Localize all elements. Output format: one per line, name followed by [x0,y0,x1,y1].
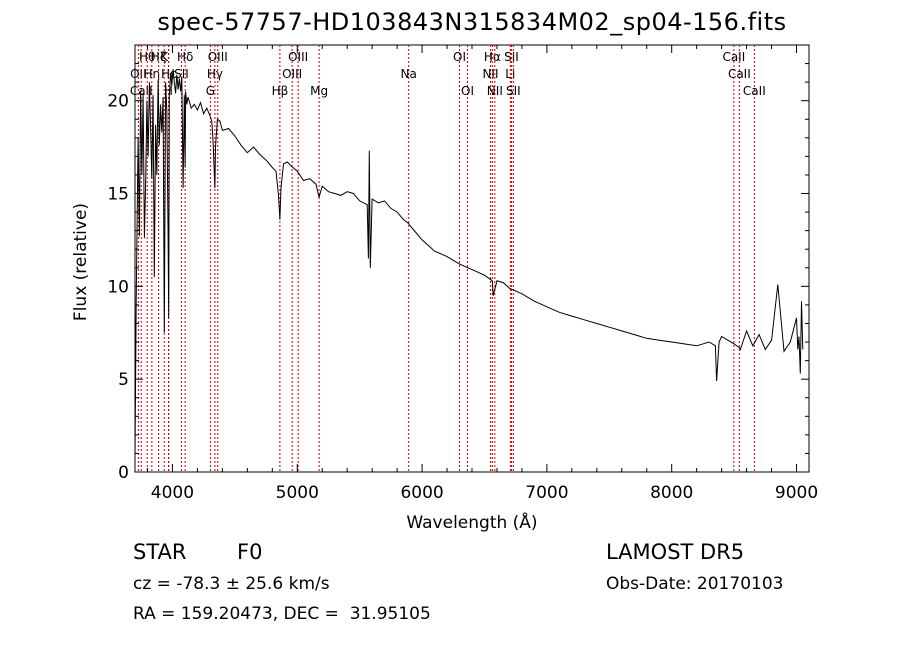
coordinates: RA = 159.20473, DEC = 31.95105 [133,604,431,624]
line-marker-label: CaII [728,67,751,81]
survey-name: LAMOST DR5 [606,540,745,564]
redshift-readout: cz = -78.3 ± 25.6 km/s [133,574,330,594]
object-class: STAR [133,540,187,564]
line-marker-label: Hζ [151,50,167,64]
x-tick-label: 5000 [276,483,319,503]
line-marker-label: CaII [722,50,745,64]
line-marker-label: Hη [144,67,161,81]
line-marker-label: OII [130,67,147,81]
line-marker-label: OIII [288,50,308,64]
obs-date: Obs-Date: 20170103 [606,574,784,594]
x-axis-title: Wavelength (Å) [406,511,537,533]
line-marker-label: NII [482,67,498,81]
y-tick-label: 0 [118,463,129,483]
line-marker-label: SII [506,84,521,98]
plot-frame [134,44,810,473]
y-tick-label: 5 [118,370,129,390]
spectral-line-markers: OIICaIIHθHηHζKHHεSIIHδGHγOIIIHβOIIIOIIIM… [130,45,766,472]
line-marker-label: NII [487,84,503,98]
axis-ticks: 4000 5000 6000 7000 8000 9000 0 5 10 15 20 [107,45,818,503]
line-marker-label: OI [453,50,466,64]
line-marker-label: Mg [310,84,328,98]
line-marker-label: K [160,50,169,64]
line-marker-label: OI [461,84,474,98]
x-tick-label: 7000 [525,483,568,503]
x-tick-label: 9000 [775,483,818,503]
x-tick-label: 4000 [151,483,194,503]
line-marker-label: Hδ [177,50,193,64]
line-marker-label: Li [505,67,515,81]
line-marker-label: Na [401,67,417,81]
line-marker-label: Hβ [272,84,289,98]
line-marker-label: SII [504,50,519,64]
y-axis-title: Flux (relative) [71,203,91,321]
y-tick-label: 20 [107,92,129,112]
line-marker-label: OIII [208,50,228,64]
spectrum-line [134,69,804,458]
y-tick-label: 10 [107,277,129,297]
object-subclass: F0 [237,540,263,564]
line-marker-label: CaII [743,84,766,98]
x-tick-label: 6000 [400,483,443,503]
x-tick-label: 8000 [650,483,693,503]
line-marker-label: Hθ [139,50,155,64]
y-tick-label: 15 [107,185,129,205]
line-marker-label: OIII [282,67,302,81]
line-marker-label: Hγ [207,67,223,81]
line-marker-label: Hα [484,50,501,64]
chart-title: spec-57757-HD103843N315834M02_sp04-156.f… [157,8,787,36]
line-marker-label: G [206,84,215,98]
